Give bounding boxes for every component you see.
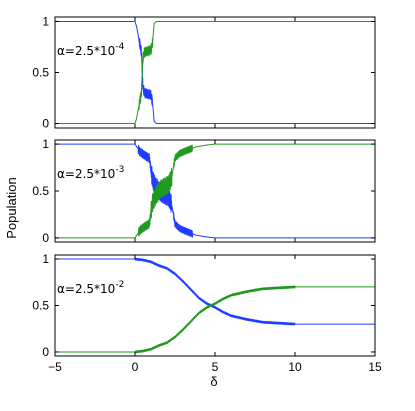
panel-1: 0 0.5 1 α=2.5*10-4 bbox=[32, 14, 376, 131]
x-axis-label: δ bbox=[210, 374, 217, 389]
y-tick-label: 0 bbox=[42, 345, 49, 359]
panel-label-base: α=2.5*10 bbox=[57, 167, 115, 181]
panel-label-base: α=2.5*10 bbox=[57, 282, 115, 296]
series-blue-line bbox=[55, 20, 375, 125]
panel-frame bbox=[54, 16, 376, 129]
x-tick-label: 0 bbox=[132, 360, 139, 374]
y-tick-label: 0.5 bbox=[32, 299, 49, 313]
x-tick-label: −5 bbox=[48, 360, 62, 374]
panel-label-base: α=2.5*10 bbox=[57, 44, 115, 58]
panel-label: α=2.5*10-4 bbox=[57, 42, 125, 58]
panel-frame bbox=[54, 254, 376, 357]
x-tick-label: 15 bbox=[368, 360, 382, 374]
y-axis-label: Population bbox=[4, 177, 19, 238]
series-blue-line bbox=[55, 143, 375, 239]
y-tick-label: 0 bbox=[42, 117, 49, 131]
y-tick-label: 0.5 bbox=[32, 184, 49, 198]
x-tick-label: 10 bbox=[288, 360, 302, 374]
x-tick-label: 5 bbox=[212, 360, 219, 374]
y-tick-label: 1 bbox=[42, 137, 49, 151]
panels-group: 00.51α=2.5*10-400.51α=2.5*10-300.51−5 0 5 1… bbox=[32, 14, 382, 374]
panel-label-exponent: -3 bbox=[115, 165, 124, 175]
y-tick-label: 1 bbox=[42, 252, 49, 266]
y-tick-label: 1 bbox=[42, 14, 49, 28]
panel-2: 0 0.5 1 α=2.5*10-3 bbox=[32, 137, 376, 245]
panel-label-exponent: -4 bbox=[115, 42, 124, 52]
panel-3: 00.51−5 0 5 10 15α=2.5*10-2 bbox=[32, 252, 382, 374]
series-green-line bbox=[55, 143, 375, 239]
series-green-line bbox=[55, 20, 375, 125]
panel-label-exponent: -2 bbox=[115, 280, 124, 290]
panel-label: α=2.5*10-3 bbox=[57, 165, 124, 181]
panel-frame bbox=[54, 139, 376, 243]
series-green-line bbox=[55, 285, 375, 354]
series-blue-line bbox=[55, 257, 375, 326]
y-tick-label: 0.5 bbox=[32, 66, 49, 80]
panel-label: α=2.5*10-2 bbox=[57, 280, 124, 296]
y-tick-label: 0 bbox=[42, 231, 49, 245]
